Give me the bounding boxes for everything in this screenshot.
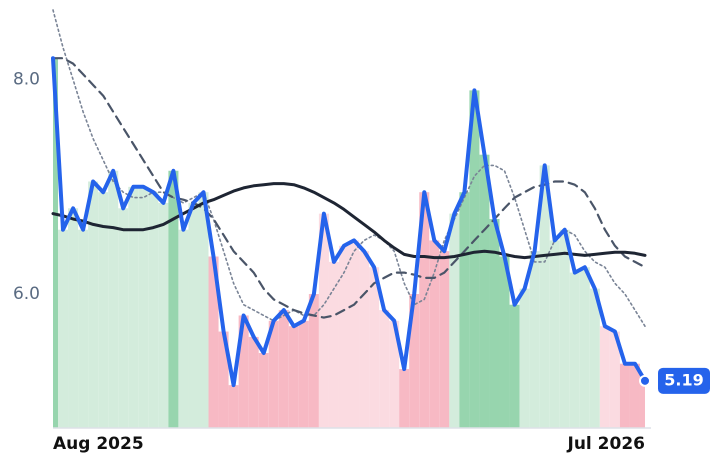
regime-band [88,181,99,428]
regime-band [118,208,129,428]
regime-band [268,320,279,428]
regime-band [439,251,450,428]
regime-band [98,192,109,428]
regime-band [298,320,309,428]
regime-band [238,315,249,428]
regime-band [328,261,339,428]
regime-band [619,363,630,428]
axes: 6.0 8.0 Aug 2025 Jul 2026 [13,70,651,454]
regime-band [579,267,590,428]
indicator-line [51,182,647,260]
regime-band [349,240,360,428]
x-tick-label: Jul 2026 [567,434,646,454]
regime-band [589,288,600,428]
regime-band [198,192,209,428]
regime-band [369,267,380,428]
regime-band [489,219,500,428]
regime-band [128,186,139,428]
regime-band [559,229,570,428]
regime-band [529,251,540,428]
regime-band [379,310,390,428]
lines: 5.19 [51,9,710,394]
regime-band [359,251,370,428]
regime-band [549,240,560,428]
regime-band [449,213,460,428]
regime-band [248,336,259,428]
regime-band [569,272,580,428]
price-line [51,56,647,388]
regime-band [499,256,510,428]
regime-band [389,320,400,428]
regime-band [539,165,550,428]
regime-band [68,208,79,428]
last-value-badge [658,367,710,394]
last-value-label: 5.19 [664,370,703,389]
regime-band [138,186,149,428]
regime-band [519,288,530,428]
regime-band [409,294,420,428]
regime-band [639,380,645,428]
regime-band [53,58,59,428]
x-tick-label: Aug 2025 [53,434,144,454]
regime-band [459,192,470,428]
regime-band [178,229,189,428]
last-point [639,374,651,387]
regime-band [629,363,640,428]
regime-band [208,256,219,428]
regime-band [429,240,440,428]
regime-band [158,202,169,428]
regime-band [278,310,289,428]
regime-band [399,369,410,428]
regime-band [509,304,520,428]
y-tick-label: 8.0 [13,70,40,90]
regime-band [609,331,620,428]
regime-band [58,229,69,428]
regime-band [419,192,430,428]
regime-band [78,229,89,428]
regime-band [148,192,159,428]
regime-band [479,154,490,428]
regime-band [288,326,299,428]
regime-band [308,294,319,428]
regime-band [599,326,610,428]
regime-band [168,170,179,428]
regime-bands [53,58,645,428]
regime-band [108,170,119,428]
regime-band [258,352,269,428]
regime-band [218,331,229,428]
regime-band [469,90,480,428]
y-tick-label: 6.0 [13,284,40,304]
regime-band [338,245,349,428]
regime-band [228,385,239,428]
regime-band [318,213,329,428]
regime-band [188,202,199,428]
